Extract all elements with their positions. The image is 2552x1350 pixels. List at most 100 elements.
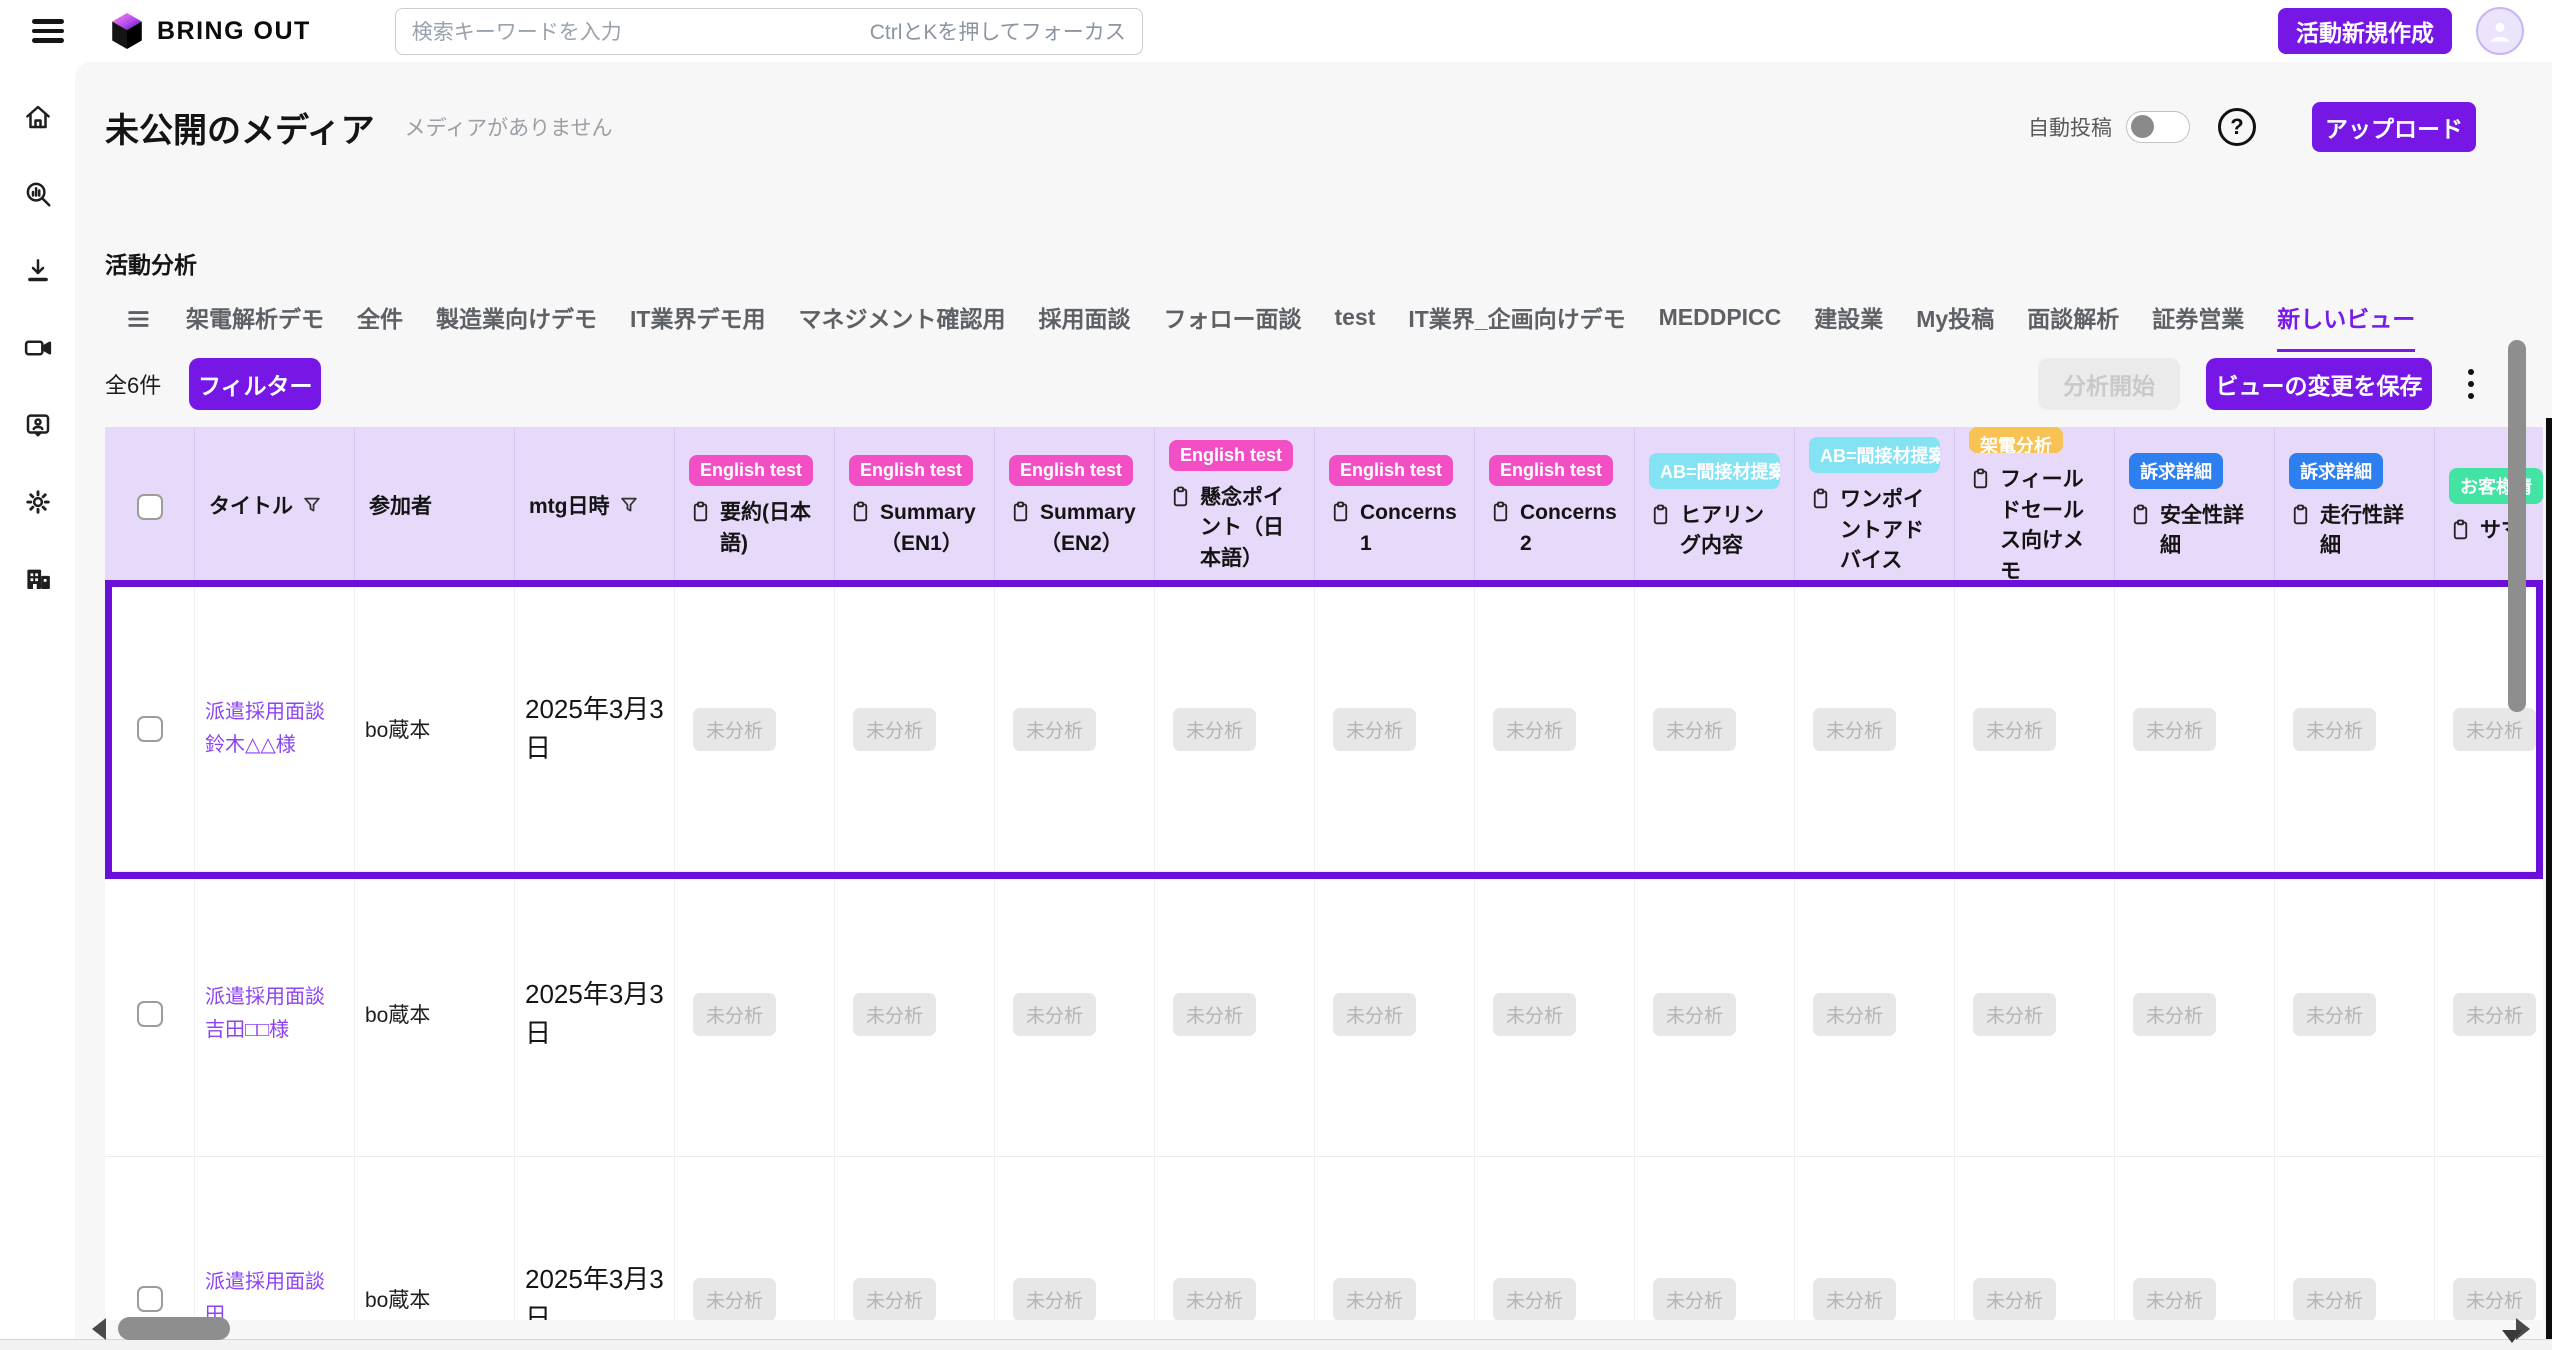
analytics-search-button[interactable] — [15, 171, 61, 217]
table-cell: 未分析 — [2275, 1157, 2435, 1320]
filter-button[interactable]: フィルター — [189, 358, 322, 410]
table-row: 派遣採用面談 鈴木△△様 bo蔵本 2025年3月3日 未分析 未分析 未分析 未分析 未分析… — [105, 587, 2543, 872]
column-label: Concerns 2 — [1520, 501, 1617, 555]
column-label-row: フィールドセールス向けメモ — [1969, 465, 2100, 587]
table-cell: 未分析 — [1155, 872, 1315, 1156]
top-bar: BRING OUT 検索キーワードを入力 CtrlとKを押してフォーカス 活動新… — [0, 0, 2552, 62]
start-analysis-button[interactable]: 分析開始 — [2038, 358, 2180, 410]
column-label-row: Summary（EN2） — [1009, 498, 1140, 559]
auto-post-toggle[interactable] — [2126, 111, 2190, 143]
view-tab[interactable]: 採用面談 — [1038, 306, 1131, 332]
help-button[interactable]: ? — [2218, 108, 2256, 146]
view-tab[interactable]: マネジメント確認用 — [798, 306, 1006, 332]
clipboard-icon — [2453, 519, 2468, 540]
download-button[interactable] — [15, 248, 61, 294]
view-tab[interactable]: test — [1334, 303, 1376, 330]
view-tab[interactable]: IT業界デモ用 — [630, 306, 766, 332]
status-badge: 未分析 — [1813, 707, 1897, 751]
table-toolbar: 全6件 フィルター 分析開始 ビューの変更を保存 — [105, 358, 2484, 410]
view-list-icon[interactable] — [125, 305, 153, 333]
brand-name: BRING OUT — [157, 16, 311, 45]
table-cell: 未分析 — [675, 587, 835, 871]
table-cell: 未分析 — [1155, 587, 1315, 871]
table-cell: 未分析 — [835, 872, 995, 1156]
column-header: 訴求詳細 走行性詳細 — [2275, 427, 2435, 587]
toggle-knob — [2131, 115, 2154, 138]
view-tab[interactable]: MEDDPICC — [1658, 303, 1782, 330]
table-cell: 未分析 — [1315, 587, 1475, 871]
row-checkbox[interactable] — [136, 1001, 163, 1027]
save-view-button[interactable]: ビューの変更を保存 — [2206, 358, 2432, 410]
view-tab[interactable]: 架電解析デモ — [186, 306, 324, 332]
upload-button[interactable]: アップロード — [2312, 102, 2476, 152]
side-nav — [0, 62, 75, 1350]
media-title-link[interactable]: 派遣採用面談 吉田□□様 — [205, 986, 325, 1041]
user-avatar[interactable] — [2476, 7, 2524, 55]
view-tab[interactable]: 証券営業 — [2152, 306, 2245, 332]
company-building-button[interactable] — [15, 556, 61, 602]
filter-funnel-icon[interactable] — [301, 494, 323, 516]
home-button[interactable] — [15, 94, 61, 140]
column-header: 参加者 — [355, 427, 515, 587]
table-cell: 未分析 — [1795, 1157, 1955, 1320]
column-label-row: タイトル — [209, 492, 340, 522]
view-tab[interactable]: 面談解析 — [2027, 306, 2120, 332]
filter-funnel-icon[interactable] — [618, 494, 640, 516]
table-cell: 未分析 — [1475, 872, 1635, 1156]
table-cell: 未分析 — [995, 1157, 1155, 1320]
horizontal-scrollbar-thumb[interactable] — [118, 1317, 230, 1340]
vertical-scrollbar-thumb[interactable] — [2508, 340, 2526, 712]
table-row: 派遣採用面談 吉田□□様 bo蔵本 2025年3月3日 未分析 未分析 未分析 未分析 未分析… — [105, 872, 2543, 1157]
view-tab[interactable]: 建設業 — [1814, 306, 1884, 332]
page-header: 未公開のメディア メディアがありません 自動投稿 ? アップロード — [105, 102, 2476, 152]
column-label-row: mtg日時 — [529, 492, 660, 522]
video-camera-button[interactable] — [15, 325, 61, 371]
column-label-row: 要約(日本語) — [689, 498, 820, 559]
table-cell: 2025年3月3日 — [515, 1157, 675, 1320]
search-placeholder: 検索キーワードを入力 — [411, 21, 622, 44]
column-group-badge: English test — [1489, 455, 1614, 487]
status-badge: 未分析 — [853, 1277, 937, 1320]
column-group-badge: English test — [689, 455, 814, 487]
column-label: 走行性詳細 — [2320, 503, 2404, 557]
view-tab[interactable]: 新しいビュー — [2277, 300, 2416, 352]
clipboard-icon — [2133, 504, 2148, 524]
view-tab[interactable]: My投稿 — [1916, 306, 1995, 332]
column-label-row: Concerns 1 — [1329, 498, 1460, 559]
settings-gear-button[interactable] — [15, 479, 61, 525]
status-badge: 未分析 — [1013, 707, 1097, 751]
hamburger-menu-icon[interactable] — [32, 19, 64, 43]
status-badge: 未分析 — [1973, 1277, 2057, 1320]
select-all-checkbox[interactable] — [136, 494, 163, 520]
column-header: English test Summary（EN2） — [995, 427, 1155, 587]
table-cell: 未分析 — [2275, 872, 2435, 1156]
status-badge: 未分析 — [1653, 992, 1737, 1036]
table-cell: 派遣採用面談 田 — [195, 1157, 355, 1320]
scroll-left-arrow-icon[interactable] — [92, 1318, 106, 1340]
table-cell: 未分析 — [995, 587, 1155, 871]
table-cell: 未分析 — [675, 872, 835, 1156]
media-title-link[interactable]: 派遣採用面談 鈴木△△様 — [205, 701, 325, 756]
media-title-link[interactable]: 派遣採用面談 田 — [205, 1271, 325, 1320]
status-badge: 未分析 — [1973, 707, 2057, 751]
row-checkbox[interactable] — [136, 1286, 163, 1312]
contact-card-button[interactable] — [15, 402, 61, 448]
meeting-date: 2025年3月3日 — [525, 694, 664, 763]
column-label: ヒアリング内容 — [1680, 503, 1764, 557]
view-tab[interactable]: 全件 — [357, 306, 403, 332]
search-input[interactable]: 検索キーワードを入力 CtrlとKを押してフォーカス — [394, 7, 1143, 55]
brand-cube-icon — [112, 13, 142, 49]
new-activity-button[interactable]: 活動新規作成 — [2278, 8, 2452, 54]
view-tab[interactable]: フォロー面談 — [1163, 306, 1302, 332]
scroll-down-arrow-icon[interactable] — [2502, 1330, 2522, 1343]
status-badge: 未分析 — [2453, 707, 2537, 751]
view-tab[interactable]: IT業界_企画向けデモ — [1408, 306, 1626, 332]
table-cell: 2025年3月3日 — [515, 872, 675, 1156]
more-options-icon[interactable] — [2458, 363, 2484, 405]
column-header: 架電分析 フィールドセールス向けメモ — [1955, 427, 2115, 587]
status-badge: 未分析 — [1653, 1277, 1737, 1320]
column-label: 安全性詳細 — [2160, 503, 2244, 557]
row-checkbox[interactable] — [136, 716, 163, 742]
view-tab[interactable]: 製造業向けデモ — [436, 306, 597, 332]
clipboard-icon — [1813, 488, 1828, 509]
